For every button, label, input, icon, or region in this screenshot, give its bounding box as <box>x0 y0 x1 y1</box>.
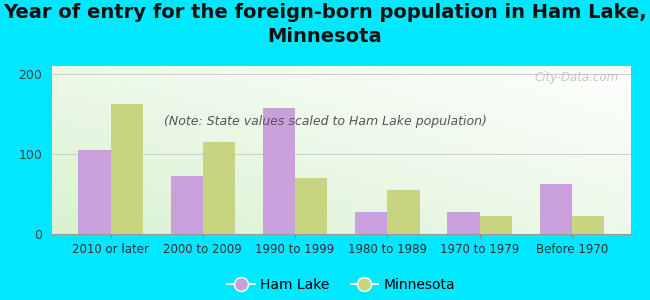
Bar <box>387 190 420 234</box>
Bar <box>78 150 111 234</box>
Bar <box>203 142 235 234</box>
Bar <box>263 108 295 234</box>
Legend: Ham Lake, Minnesota: Ham Lake, Minnesota <box>222 272 461 298</box>
Bar <box>447 212 480 234</box>
Bar <box>572 216 604 234</box>
Text: (Note: State values scaled to Ham Lake population): (Note: State values scaled to Ham Lake p… <box>164 116 486 128</box>
Bar <box>295 178 328 234</box>
Bar <box>480 216 512 234</box>
Bar <box>355 212 387 234</box>
Text: City-Data.com: City-Data.com <box>535 71 619 84</box>
Bar <box>111 104 143 234</box>
Text: Year of entry for the foreign-born population in Ham Lake,
Minnesota: Year of entry for the foreign-born popul… <box>3 3 647 46</box>
Bar <box>170 176 203 234</box>
Bar <box>540 184 572 234</box>
